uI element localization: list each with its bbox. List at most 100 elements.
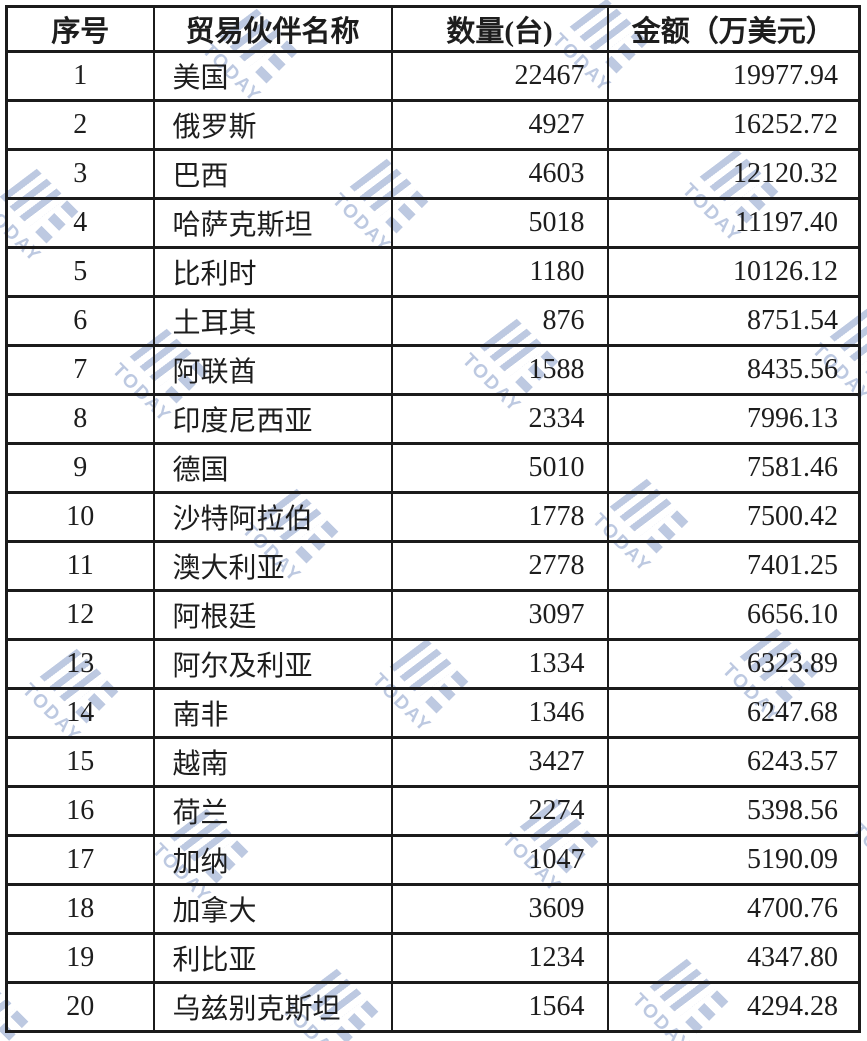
- partner-cell: 南非: [152, 687, 393, 739]
- quantity-cell: 1588: [390, 344, 609, 396]
- quantity-cell: 1346: [390, 687, 609, 739]
- rank-cell: 6: [5, 295, 155, 347]
- amount-cell: 7401.25: [606, 540, 861, 592]
- amount-cell: 5190.09: [606, 834, 861, 886]
- rank-cell: 16: [5, 785, 155, 837]
- amount-cell: 8435.56: [606, 344, 861, 396]
- amount-cell: 6656.10: [606, 589, 861, 641]
- amount-cell: 6323.89: [606, 638, 861, 690]
- partner-cell: 阿尔及利亚: [152, 638, 393, 690]
- col-header-quantity: 数量(台): [390, 5, 609, 53]
- rank-cell: 18: [5, 883, 155, 935]
- amount-cell: 4700.76: [606, 883, 861, 935]
- partner-cell: 美国: [152, 50, 393, 102]
- quantity-cell: 1234: [390, 932, 609, 984]
- table-row: 3 巴西 4603 12120.32: [5, 148, 861, 200]
- table-row: 14 南非 1346 6247.68: [5, 687, 861, 739]
- amount-cell: 19977.94: [606, 50, 861, 102]
- amount-cell: 5398.56: [606, 785, 861, 837]
- table-row: 2 俄罗斯 4927 16252.72: [5, 99, 861, 151]
- partner-cell: 哈萨克斯坦: [152, 197, 393, 249]
- quantity-cell: 22467: [390, 50, 609, 102]
- col-header-partner: 贸易伙伴名称: [152, 5, 393, 53]
- rank-cell: 12: [5, 589, 155, 641]
- table-row: 13 阿尔及利亚 1334 6323.89: [5, 638, 861, 690]
- amount-cell: 10126.12: [606, 246, 861, 298]
- table-row: 4 哈萨克斯坦 5018 11197.40: [5, 197, 861, 249]
- quantity-cell: 3427: [390, 736, 609, 788]
- quantity-cell: 2274: [390, 785, 609, 837]
- quantity-cell: 2778: [390, 540, 609, 592]
- quantity-cell: 5010: [390, 442, 609, 494]
- partner-cell: 加纳: [152, 834, 393, 886]
- amount-cell: 7996.13: [606, 393, 861, 445]
- table-body: 1 美国 22467 19977.94 2 俄罗斯 4927 16252.72 3 巴西 4603 1…: [5, 50, 861, 1033]
- table-row: 8 印度尼西亚 2334 7996.13: [5, 393, 861, 445]
- quantity-cell: 4603: [390, 148, 609, 200]
- rank-cell: 3: [5, 148, 155, 200]
- partner-cell: 加拿大: [152, 883, 393, 935]
- col-header-amount: 金额（万美元）: [606, 5, 861, 53]
- partner-cell: 巴西: [152, 148, 393, 200]
- quantity-cell: 1564: [390, 981, 609, 1033]
- amount-cell: 4294.28: [606, 981, 861, 1033]
- table-row: 20 乌兹别克斯坦 1564 4294.28: [5, 981, 861, 1033]
- table-row: 16 荷兰 2274 5398.56: [5, 785, 861, 837]
- rank-cell: 2: [5, 99, 155, 151]
- amount-cell: 16252.72: [606, 99, 861, 151]
- partner-cell: 比利时: [152, 246, 393, 298]
- rank-cell: 10: [5, 491, 155, 543]
- table-row: 10 沙特阿拉伯 1778 7500.42: [5, 491, 861, 543]
- partner-cell: 德国: [152, 442, 393, 494]
- quantity-cell: 1180: [390, 246, 609, 298]
- table-row: 9 德国 5010 7581.46: [5, 442, 861, 494]
- table-row: 7 阿联酋 1588 8435.56: [5, 344, 861, 396]
- header-row: 序号 贸易伙伴名称 数量(台) 金额（万美元）: [5, 5, 861, 53]
- partner-cell: 荷兰: [152, 785, 393, 837]
- partner-cell: 沙特阿拉伯: [152, 491, 393, 543]
- quantity-cell: 3609: [390, 883, 609, 935]
- table-row: 19 利比亚 1234 4347.80: [5, 932, 861, 984]
- rank-cell: 14: [5, 687, 155, 739]
- rank-cell: 7: [5, 344, 155, 396]
- partner-cell: 澳大利亚: [152, 540, 393, 592]
- table-row: 15 越南 3427 6243.57: [5, 736, 861, 788]
- quantity-cell: 1778: [390, 491, 609, 543]
- rank-cell: 11: [5, 540, 155, 592]
- rank-cell: 5: [5, 246, 155, 298]
- amount-cell: 6243.57: [606, 736, 861, 788]
- rank-cell: 9: [5, 442, 155, 494]
- partner-cell: 越南: [152, 736, 393, 788]
- col-header-rank: 序号: [5, 5, 155, 53]
- rank-cell: 20: [5, 981, 155, 1033]
- quantity-cell: 2334: [390, 393, 609, 445]
- amount-cell: 7500.42: [606, 491, 861, 543]
- rank-cell: 8: [5, 393, 155, 445]
- partner-cell: 阿联酋: [152, 344, 393, 396]
- amount-cell: 12120.32: [606, 148, 861, 200]
- amount-cell: 8751.54: [606, 295, 861, 347]
- rank-cell: 1: [5, 50, 155, 102]
- rank-cell: 13: [5, 638, 155, 690]
- rank-cell: 17: [5, 834, 155, 886]
- rank-cell: 4: [5, 197, 155, 249]
- partner-cell: 乌兹别克斯坦: [152, 981, 393, 1033]
- amount-cell: 7581.46: [606, 442, 861, 494]
- amount-cell: 6247.68: [606, 687, 861, 739]
- partner-cell: 俄罗斯: [152, 99, 393, 151]
- table-row: 18 加拿大 3609 4700.76: [5, 883, 861, 935]
- table-row: 12 阿根廷 3097 6656.10: [5, 589, 861, 641]
- table-row: 17 加纳 1047 5190.09: [5, 834, 861, 886]
- table-row: 11 澳大利亚 2778 7401.25: [5, 540, 861, 592]
- quantity-cell: 5018: [390, 197, 609, 249]
- partner-cell: 阿根廷: [152, 589, 393, 641]
- quantity-cell: 1047: [390, 834, 609, 886]
- partner-cell: 印度尼西亚: [152, 393, 393, 445]
- partner-cell: 土耳其: [152, 295, 393, 347]
- partner-cell: 利比亚: [152, 932, 393, 984]
- amount-cell: 4347.80: [606, 932, 861, 984]
- amount-cell: 11197.40: [606, 197, 861, 249]
- trade-partners-table: 序号 贸易伙伴名称 数量(台) 金额（万美元） 1 美国 22467 19977.94…: [5, 5, 861, 1033]
- rank-cell: 19: [5, 932, 155, 984]
